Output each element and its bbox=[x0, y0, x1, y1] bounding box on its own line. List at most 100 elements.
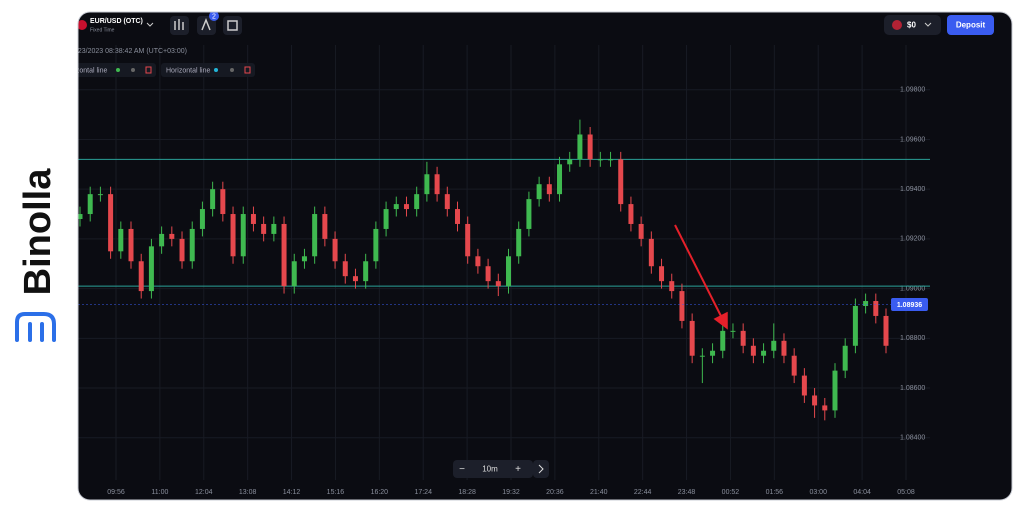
candle-body bbox=[199, 209, 205, 229]
y-tick-label: 1.09800 bbox=[900, 87, 925, 94]
candle-body bbox=[618, 159, 624, 205]
candle-body bbox=[312, 214, 318, 257]
candle-body bbox=[557, 164, 563, 195]
candle-body bbox=[546, 184, 552, 195]
candle-body bbox=[118, 228, 124, 252]
candle-body bbox=[383, 209, 389, 229]
x-tick-label: 12:04 bbox=[195, 489, 213, 496]
current-price: 1.08936 bbox=[897, 302, 922, 309]
icon bbox=[201, 17, 211, 31]
candle-body bbox=[189, 228, 195, 262]
layout-button[interactable] bbox=[223, 16, 242, 35]
x-tick-label: 15:16 bbox=[327, 489, 345, 496]
candle-body bbox=[271, 223, 277, 234]
candle-body bbox=[750, 345, 756, 356]
plot: 09:56 11:00 12:04 13:08 14:12 15:16 16:20 17:24… bbox=[78, 45, 930, 496]
x-tick-label: 23:48 bbox=[678, 489, 696, 496]
zoom-in[interactable]: + bbox=[515, 464, 521, 475]
scroll-right[interactable] bbox=[533, 460, 549, 478]
chevron[interactable] bbox=[146, 22, 154, 27]
candle-body bbox=[230, 214, 236, 257]
candle-body bbox=[761, 350, 767, 356]
candle-body bbox=[393, 204, 399, 210]
candle-body bbox=[587, 134, 593, 160]
candle-body bbox=[699, 355, 705, 357]
candle-body bbox=[526, 199, 532, 229]
x-tick-label: 20:36 bbox=[546, 489, 564, 496]
panel-bg bbox=[78, 12, 1012, 500]
candle-body bbox=[659, 266, 665, 282]
x-tick-label: 11:00 bbox=[151, 489, 168, 496]
candle-body bbox=[771, 340, 777, 351]
y-tick-label: 1.09200 bbox=[900, 236, 925, 243]
candle-body bbox=[322, 214, 328, 239]
candle-body bbox=[730, 330, 736, 332]
candle-body bbox=[424, 174, 430, 195]
drawing-chip[interactable] bbox=[161, 63, 255, 77]
balance: $0 bbox=[907, 21, 916, 30]
candle-body bbox=[873, 301, 879, 316]
candle-body bbox=[301, 256, 307, 262]
candle-body bbox=[669, 281, 675, 292]
app-panel: 09:56 11:00 12:04 13:08 14:12 15:16 16:20 17:24… bbox=[60, 12, 1012, 500]
brand-icon bbox=[15, 312, 56, 342]
current-price-tag bbox=[891, 298, 928, 312]
x-tick-label: 05:08 bbox=[897, 489, 915, 496]
visibility-icon[interactable] bbox=[131, 68, 135, 72]
candle-body bbox=[414, 194, 420, 210]
deposit-button[interactable] bbox=[947, 15, 994, 35]
drawing-label: Horizontal line bbox=[63, 67, 107, 74]
x-tick-label: 00:52 bbox=[722, 489, 740, 496]
x-tick-label: 18:28 bbox=[458, 489, 476, 496]
candle-body bbox=[638, 223, 644, 239]
y-tick-label: 1.08800 bbox=[900, 335, 925, 342]
candle-body bbox=[740, 330, 746, 346]
mode: Fixed Time bbox=[90, 27, 115, 33]
x-tick-label: 21:40 bbox=[590, 489, 608, 496]
x-tick-label: 13:08 bbox=[239, 489, 257, 496]
visibility-icon[interactable] bbox=[230, 68, 234, 72]
candle-body bbox=[791, 355, 797, 376]
candle-body bbox=[495, 281, 501, 287]
candle-body bbox=[475, 256, 481, 267]
candle-body bbox=[210, 189, 216, 210]
drawing-label: Horizontal line bbox=[166, 67, 210, 74]
x-tick-label: 16:20 bbox=[371, 489, 389, 496]
candle-body bbox=[454, 209, 460, 224]
candle-body bbox=[352, 276, 358, 282]
y-tick-label: 1.08600 bbox=[900, 385, 925, 392]
candle-body bbox=[220, 189, 226, 215]
delete-icon[interactable] bbox=[145, 66, 152, 74]
candle-body bbox=[261, 223, 267, 234]
candle-body bbox=[148, 246, 154, 292]
candle-body bbox=[689, 320, 695, 356]
candle-body bbox=[852, 306, 858, 346]
x-tick-label: 01:56 bbox=[766, 489, 784, 496]
timeframe[interactable]: 10m bbox=[482, 465, 498, 474]
candle-body bbox=[567, 159, 573, 165]
candle-body bbox=[720, 330, 726, 351]
balance-pill[interactable] bbox=[884, 15, 941, 35]
candle-body bbox=[240, 214, 246, 257]
y-tick-label: 1.08400 bbox=[900, 435, 925, 442]
delete-icon[interactable] bbox=[244, 66, 251, 74]
asset[interactable]: EUR/USD (OTC) bbox=[90, 18, 143, 25]
zoom-out[interactable]: − bbox=[459, 464, 465, 475]
brand: Binolla bbox=[17, 168, 59, 296]
candle-body bbox=[536, 184, 542, 200]
candle-body bbox=[648, 238, 654, 267]
candle-body bbox=[628, 204, 634, 224]
candle-body bbox=[842, 345, 848, 371]
badge-count: 2 bbox=[212, 13, 216, 20]
drawing-button[interactable] bbox=[197, 16, 216, 35]
candle-body bbox=[883, 315, 889, 346]
drawing-chip[interactable] bbox=[60, 63, 156, 77]
icon bbox=[538, 464, 544, 474]
candle-body bbox=[506, 256, 512, 287]
candle-body bbox=[822, 405, 828, 411]
candle-body bbox=[108, 194, 114, 252]
candle-body bbox=[87, 194, 93, 215]
y-tick-label: 1.09400 bbox=[900, 186, 925, 193]
